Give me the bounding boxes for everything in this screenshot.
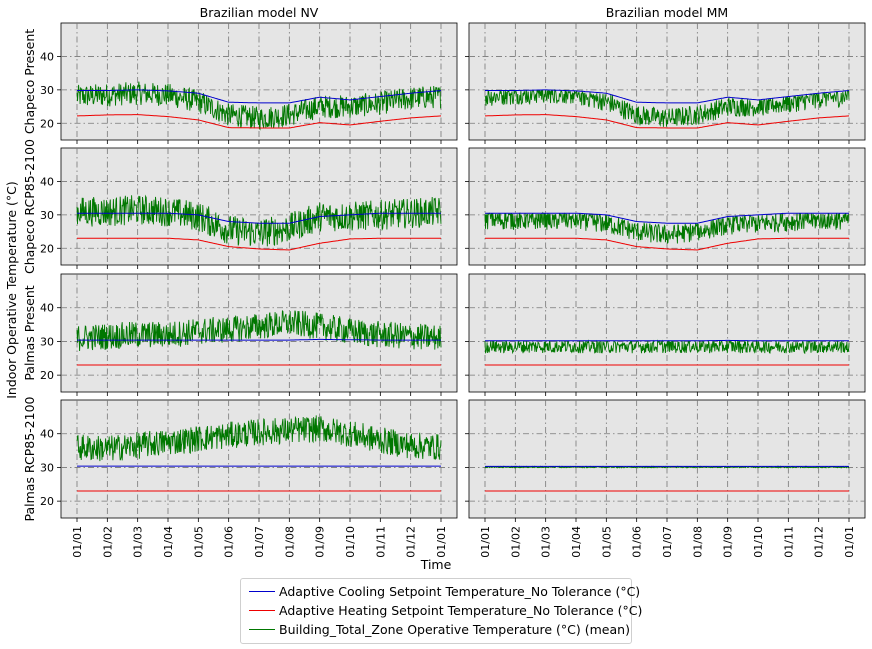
- x-tick-label: 01/07: [661, 526, 674, 558]
- cooling-setpoint-line: [77, 338, 441, 341]
- operative-temperature-line: [484, 88, 850, 127]
- cooling-setpoint-line: [77, 212, 441, 224]
- operative-temperature-line: [76, 309, 442, 352]
- y-tick-label: 40: [40, 50, 54, 63]
- panel-1-0: 20 30 40: [40, 147, 458, 269]
- x-tick-label: 01/04: [162, 526, 175, 558]
- x-tick-label: 01/09: [314, 526, 327, 558]
- panel-3-0: 20 30 40 01/01 01/02 01/03 01/04 01/05 01/06 01/0…: [40, 399, 458, 558]
- x-tick-label: 01/12: [405, 526, 418, 558]
- x-tick-label: 01/08: [691, 526, 704, 558]
- x-tick-label: 01/05: [600, 526, 613, 558]
- heating-setpoint-line: [77, 114, 442, 129]
- legend-swatch-operative: [249, 629, 275, 630]
- x-tick-label: 01/01: [479, 526, 492, 558]
- panel-2-1: [465, 273, 866, 396]
- y-tick-label: 30: [40, 209, 54, 222]
- operative-temperature-line: [484, 465, 850, 469]
- x-tick-label: 01/09: [722, 526, 735, 558]
- x-tick-label: 01/01: [435, 526, 448, 558]
- x-tick-label: 01/06: [631, 526, 644, 558]
- operative-temperature-line: [484, 211, 850, 244]
- legend-swatch-heating: [249, 610, 275, 611]
- x-tick-label: 01/11: [374, 526, 387, 558]
- x-tick-label: 01/02: [509, 526, 522, 558]
- x-tick-label: 01/01: [71, 526, 84, 558]
- cooling-setpoint-line: [485, 212, 849, 224]
- x-axis-label: Time: [420, 557, 452, 572]
- heating-setpoint-line: [485, 114, 850, 129]
- operative-temperature-line: [76, 194, 442, 247]
- operative-temperature-line: [76, 81, 442, 131]
- panel-0-1: [465, 22, 866, 144]
- y-tick-label: 40: [40, 428, 54, 441]
- y-tick-label: 20: [40, 495, 54, 508]
- panel-0-0: 20 30 40: [40, 22, 458, 144]
- x-tick-label: 01/01: [843, 526, 856, 558]
- row-label: Palmas Present: [22, 285, 37, 380]
- x-tick-label: 01/04: [570, 526, 583, 558]
- y-tick-label: 20: [40, 242, 54, 255]
- panel-2-0: 20 30 40: [40, 273, 458, 396]
- y-tick-label: 30: [40, 461, 54, 474]
- cooling-setpoint-line: [485, 89, 850, 104]
- y-tick-label: 30: [40, 335, 54, 348]
- y-axis-label: Indoor Operative Temperature (°C): [4, 181, 19, 399]
- panel-1-1: [465, 147, 866, 269]
- row-label: Palmas RCP85-2100: [22, 396, 37, 521]
- legend-item-cooling: Adaptive Cooling Setpoint Temperature_No…: [241, 582, 640, 601]
- row-label: Chapeco RCP85-2100: [22, 139, 37, 274]
- legend-label-cooling: Adaptive Cooling Setpoint Temperature_No…: [279, 584, 641, 599]
- row-label: Chapeco Present: [22, 29, 37, 134]
- legend-label-heating: Adaptive Heating Setpoint Temperature_No…: [279, 603, 643, 618]
- y-tick-label: 20: [40, 369, 54, 382]
- heating-setpoint-line: [485, 237, 849, 251]
- x-tick-label: 01/03: [132, 526, 145, 558]
- chart-legend: Adaptive Cooling Setpoint Temperature_No…: [240, 578, 642, 644]
- x-tick-label: 01/05: [192, 526, 205, 558]
- x-tick-label: 01/10: [344, 526, 357, 558]
- legend-swatch-cooling: [249, 591, 275, 592]
- y-tick-label: 40: [40, 175, 54, 188]
- legend-label-operative: Building_Total_Zone Operative Temperatur…: [279, 622, 630, 637]
- operative-temperature-line: [76, 415, 442, 462]
- y-tick-label: 40: [40, 302, 54, 315]
- x-tick-label: 01/11: [782, 526, 795, 558]
- x-tick-label: 01/07: [253, 526, 266, 558]
- column-title: Brazilian model MM: [606, 5, 728, 20]
- legend-item-heating: Adaptive Heating Setpoint Temperature_No…: [241, 601, 642, 620]
- x-tick-label: 01/02: [101, 526, 114, 558]
- legend-item-operative: Building_Total_Zone Operative Temperatur…: [241, 620, 631, 639]
- y-tick-label: 20: [40, 117, 54, 130]
- x-tick-label: 01/03: [540, 526, 553, 558]
- x-tick-label: 01/10: [752, 526, 765, 558]
- heating-setpoint-line: [77, 237, 441, 251]
- column-title: Brazilian model NV: [200, 5, 319, 20]
- y-tick-label: 30: [40, 84, 54, 97]
- operative-temperature-line: [484, 339, 850, 355]
- x-tick-label: 01/08: [283, 526, 296, 558]
- x-tick-label: 01/06: [223, 526, 236, 558]
- x-tick-label: 01/12: [813, 526, 826, 558]
- cooling-setpoint-line: [77, 89, 442, 104]
- panel-3-1: 01/01 01/02 01/03 01/04 01/05 01/06 01/07 01/08…: [465, 399, 866, 558]
